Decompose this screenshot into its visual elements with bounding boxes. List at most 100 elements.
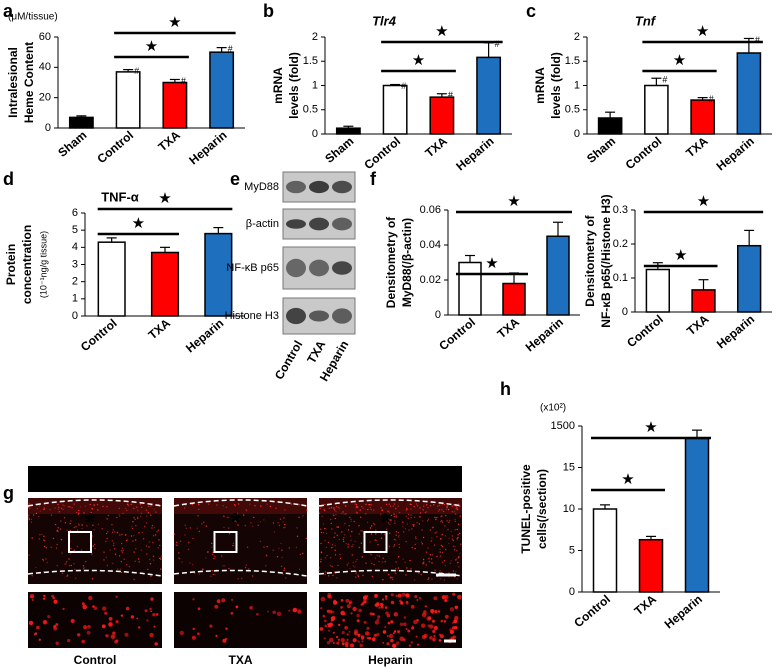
significance-label: #: [134, 66, 139, 76]
tunel-dot: [446, 520, 448, 522]
tunel-dot: [147, 505, 150, 507]
tunel-dot: [455, 559, 457, 561]
tunel-dot: [405, 540, 407, 543]
tunel-dot: [448, 519, 451, 522]
tunel-dot: [97, 509, 99, 511]
y-tick-label: 0: [574, 128, 580, 140]
tunel-dot: [385, 503, 388, 506]
tunel-dot: [457, 523, 460, 526]
tunel-dot: [337, 564, 339, 567]
tunel-dot: [355, 511, 357, 513]
y-tick-label: 0: [45, 122, 51, 134]
tunel-cell: [349, 643, 355, 648]
tunel-dot: [412, 525, 415, 527]
tunel-cell: [197, 632, 200, 635]
tunel-cell: [346, 633, 349, 636]
tunel-dot: [410, 508, 412, 510]
tunel-cell: [191, 635, 196, 640]
tunel-dot: [339, 553, 341, 556]
tunel-dot: [456, 528, 458, 531]
error-bar: [698, 279, 709, 290]
tunel-cell: [356, 613, 360, 618]
tunel-dot: [318, 570, 320, 572]
tunel-dot: [127, 504, 130, 507]
tunel-dot: [141, 506, 143, 508]
tunel-dot: [43, 539, 45, 541]
tunel-dot: [455, 508, 457, 510]
tunel-dot: [378, 555, 380, 557]
tunel-dot: [440, 520, 442, 523]
tunel-cell: [411, 625, 414, 628]
tunel-dot: [62, 504, 64, 506]
panel-letter: d: [3, 169, 14, 189]
comparison-star: ★: [412, 52, 425, 69]
tunel-dot: [426, 551, 428, 553]
tunel-dot: [435, 518, 437, 521]
tunel-cell: [81, 602, 85, 606]
tunel-dot: [283, 517, 285, 519]
tunel-dot: [31, 537, 33, 539]
tunel-dot: [73, 563, 75, 565]
tunel-dot: [62, 508, 64, 511]
tunel-dot: [145, 515, 148, 517]
tunel-dot: [90, 511, 93, 514]
tunel-dot: [370, 504, 373, 506]
tunel-cell: [221, 598, 226, 603]
y-tick-label: 0.3: [613, 204, 628, 216]
tunel-dot: [336, 577, 338, 579]
tunel-dot: [373, 522, 375, 525]
roi-box: [68, 531, 92, 553]
tunel-cell: [408, 644, 412, 647]
tunel-dot: [451, 511, 453, 513]
tunel-dot: [234, 520, 236, 522]
tunel-dot: [281, 556, 283, 559]
tunel-dot: [273, 531, 276, 533]
tunel-dot: [335, 510, 337, 512]
tunel-dot: [136, 506, 138, 508]
bar: [204, 232, 233, 317]
tunel-dot: [145, 545, 148, 547]
error-bar: [76, 115, 87, 118]
tunel-dot: [380, 507, 382, 509]
tunel-dot: [356, 512, 358, 514]
tunel-dot: [248, 568, 250, 570]
tunel-dot: [369, 541, 371, 543]
tunel-dot: [395, 514, 397, 516]
tunel-dot: [334, 532, 336, 534]
tunel-dot: [216, 504, 218, 506]
y-tick-label: 15: [563, 461, 575, 473]
blot-band: [286, 219, 306, 229]
blot-band: [332, 261, 352, 275]
tunel-dot: [54, 507, 56, 509]
bar: [97, 241, 126, 317]
bar: [690, 99, 715, 135]
group-label: Heparin: [368, 653, 413, 667]
tunel-dot: [39, 510, 41, 512]
tunel-dot: [91, 578, 94, 580]
tunel-cell: [120, 614, 124, 617]
tunel-dot: [325, 546, 328, 549]
tunel-dot: [330, 518, 332, 521]
tunel-dot: [125, 509, 128, 512]
tunel-dot: [431, 578, 433, 580]
tunel-cell: [55, 623, 59, 626]
tunel-cell: [332, 611, 335, 613]
tunel-cell: [146, 619, 149, 622]
y-tick-label: 2: [72, 276, 78, 288]
tunel-dot: [278, 547, 280, 550]
tunel-dot: [50, 546, 52, 548]
tunel-dot: [381, 509, 384, 511]
y-tick-label: 0.06: [420, 204, 441, 216]
tunel-dot: [205, 557, 207, 559]
tunel-dot: [211, 569, 213, 572]
tunel-cell: [155, 613, 159, 616]
tunel-dot: [323, 508, 325, 511]
tunel-dot: [318, 567, 321, 569]
significance-label: #: [709, 94, 714, 104]
tunel-cell: [323, 619, 327, 623]
tunel-cell: [368, 636, 372, 640]
tunel-dot: [280, 565, 283, 567]
tunel-dot: [445, 514, 447, 517]
tunel-dot: [414, 543, 416, 546]
